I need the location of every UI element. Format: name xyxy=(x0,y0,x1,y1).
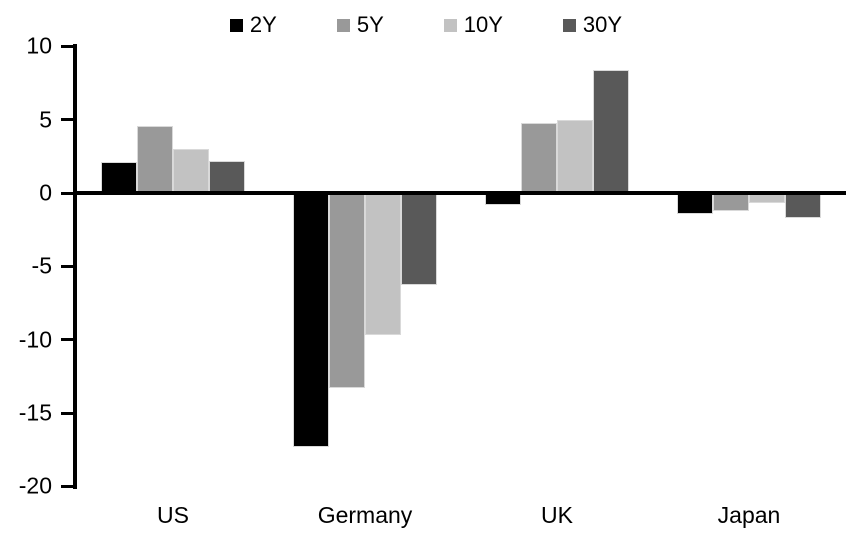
bar-japan-30y xyxy=(785,193,821,218)
y-axis-line xyxy=(73,44,77,489)
y-tick-label--5: -5 xyxy=(31,252,52,279)
x-category-label-us: US xyxy=(157,502,189,528)
bar-germany-30y xyxy=(401,193,437,286)
y-tick-mark--10 xyxy=(61,338,74,342)
y-tick-mark-0 xyxy=(61,191,74,195)
x-category-label-japan: Japan xyxy=(717,502,781,528)
legend-swatch-10y xyxy=(443,18,457,32)
bar-germany-5y xyxy=(329,193,365,389)
x-category-label-uk: UK xyxy=(541,502,573,528)
bar-japan-5y xyxy=(713,193,749,211)
bar-germany-10y xyxy=(365,193,401,336)
y-tick-mark-5 xyxy=(61,118,74,122)
legend-swatch-30y xyxy=(562,18,576,32)
y-tick-label--15: -15 xyxy=(18,399,52,426)
legend-item-2y: 2Y xyxy=(229,12,277,37)
bar-germany-2y xyxy=(293,193,329,447)
legend-item-5y: 5Y xyxy=(336,12,384,37)
y-tick-label--10: -10 xyxy=(18,326,52,353)
bar-uk-5y xyxy=(521,122,557,193)
legend-item-10y: 10Y xyxy=(443,12,503,37)
bar-us-2y xyxy=(101,162,137,193)
x-category-label-germany: Germany xyxy=(317,502,413,528)
y-tick-label-10: 10 xyxy=(26,32,52,59)
legend-label-10y: 10Y xyxy=(463,12,503,37)
y-tick-label--20: -20 xyxy=(18,472,52,499)
bar-uk-30y xyxy=(593,69,629,193)
y-tick-mark-10 xyxy=(61,44,74,48)
legend-label-2y: 2Y xyxy=(249,12,277,37)
bar-japan-2y xyxy=(677,193,713,214)
bar-us-10y xyxy=(173,148,209,193)
legend-item-30y: 30Y xyxy=(562,12,623,37)
y-tick-mark--15 xyxy=(61,411,74,415)
y-tick-mark--5 xyxy=(61,264,74,268)
bar-us-30y xyxy=(209,160,245,193)
bar-uk-10y xyxy=(557,119,593,193)
y-tick-mark--20 xyxy=(61,484,74,488)
y-tick-label-5: 5 xyxy=(39,106,52,133)
legend-swatch-5y xyxy=(336,18,350,32)
y-tick-label-0: 0 xyxy=(39,179,52,206)
chart-legend: 2Y 5Y 10Y 30Y xyxy=(0,14,852,36)
legend-label-30y: 30Y xyxy=(582,12,623,37)
legend-swatch-2y xyxy=(229,18,243,32)
zero-baseline xyxy=(73,191,846,195)
legend-label-5y: 5Y xyxy=(356,12,384,37)
bar-us-5y xyxy=(137,125,173,193)
